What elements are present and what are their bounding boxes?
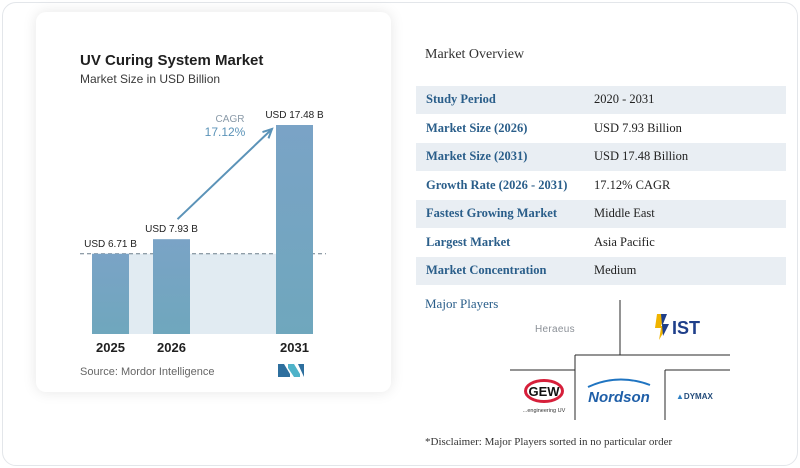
- dymax-logo-text: DYMAX: [683, 392, 713, 401]
- overview-table: Study Period 2020 - 2031 Market Size (20…: [416, 86, 786, 286]
- bar-2025: [92, 253, 129, 334]
- disclaimer: *Disclaimer: Major Players sorted in no …: [425, 436, 673, 448]
- overview-value: Medium: [594, 263, 637, 278]
- data-label-2026: USD 7.93 B: [145, 224, 198, 235]
- nordson-logo-text: Nordson: [588, 389, 650, 406]
- gew-logo-text: GEW: [528, 384, 560, 399]
- chart-title: UV Curing System Market: [80, 52, 264, 69]
- bar-2026: [153, 239, 190, 334]
- cagr-arrow-line: [176, 128, 273, 220]
- data-label-2025: USD 6.71 B: [84, 239, 137, 250]
- x-tick-2031: 2031: [280, 340, 309, 355]
- ist-logo-text: IST: [672, 318, 700, 338]
- overview-key: Market Size (2031): [426, 149, 528, 164]
- cagr-value: 17.12%: [205, 125, 246, 139]
- overview-row-study-period: Study Period 2020 - 2031: [416, 86, 786, 115]
- x-tick-2025: 2025: [96, 340, 125, 355]
- overview-value: USD 7.93 Billion: [594, 120, 682, 135]
- overview-row-market-size-2026: Market Size (2026) USD 7.93 Billion: [416, 114, 786, 143]
- overview-row-fastest-growing: Fastest Growing Market Middle East: [416, 200, 786, 229]
- major-players-title: Major Players: [425, 296, 499, 311]
- dymax-mark-icon: ▲: [676, 392, 684, 401]
- overview-row-concentration: Market Concentration Medium: [416, 257, 786, 286]
- overview-row-growth-rate: Growth Rate (2026 - 2031) 17.12% CAGR: [416, 171, 786, 200]
- bar-2031: [276, 125, 313, 334]
- gew-logo: GEW ...engineering UV: [523, 379, 566, 414]
- overview-row-market-size-2031: Market Size (2031) USD 17.48 Billion: [416, 143, 786, 172]
- mordor-intelligence-logo: [278, 364, 304, 377]
- overview-title: Market Overview: [425, 47, 525, 62]
- overview-key: Market Concentration: [426, 263, 547, 278]
- x-tick-2026: 2026: [157, 340, 186, 355]
- gew-tagline: ...engineering UV: [523, 408, 566, 414]
- overview-key: Study Period: [426, 92, 496, 107]
- overview-key: Growth Rate (2026 - 2031): [426, 177, 568, 192]
- overview-key: Market Size (2026): [426, 120, 528, 135]
- overview-value: 2020 - 2031: [594, 92, 655, 107]
- heraeus-logo: Heraeus: [535, 324, 575, 335]
- cagr-arrow-head: [262, 127, 274, 139]
- chart-subtitle: Market Size in USD Billion: [80, 72, 221, 86]
- cagr-label: CAGR: [216, 114, 245, 125]
- overview-value: 17.12% CAGR: [594, 177, 671, 192]
- overview-key: Fastest Growing Market: [426, 206, 557, 221]
- data-label-2031: USD 17.48 B: [265, 110, 324, 121]
- source-note: Source: Mordor Intelligence: [80, 366, 215, 378]
- overview-value: Asia Pacific: [594, 234, 655, 249]
- overview-row-largest-market: Largest Market Asia Pacific: [416, 228, 786, 257]
- dymax-logo: ▲DYMAX: [676, 392, 713, 401]
- ist-logo: IST: [655, 314, 700, 340]
- overview-key: Largest Market: [426, 234, 511, 249]
- nordson-logo: Nordson: [587, 378, 651, 406]
- overview-value: USD 17.48 Billion: [594, 149, 689, 164]
- overview-value: Middle East: [594, 206, 655, 221]
